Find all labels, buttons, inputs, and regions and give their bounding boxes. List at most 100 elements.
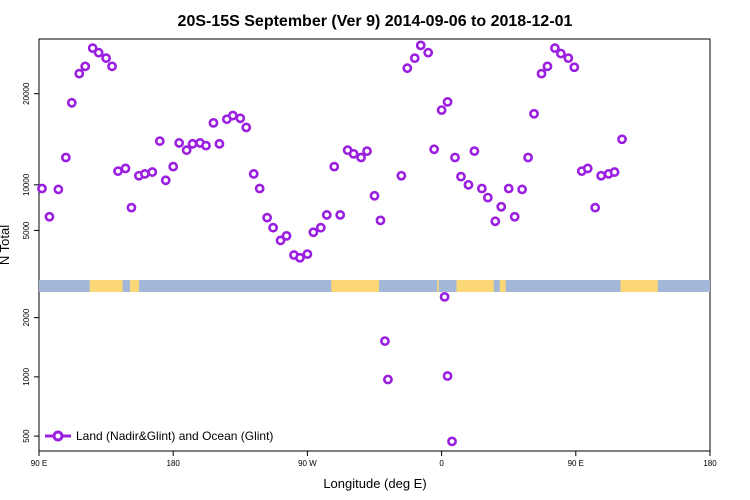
data-point — [596, 170, 607, 181]
data-point — [609, 167, 620, 177]
data-point — [536, 68, 547, 79]
data-point — [396, 170, 407, 181]
data-point — [375, 215, 386, 226]
lower-panel-points — [380, 291, 457, 447]
data-point — [214, 138, 225, 149]
data-point — [275, 235, 286, 246]
data-point — [409, 53, 420, 64]
data-point — [93, 47, 104, 58]
x-tick-label: 90 W — [298, 459, 317, 468]
land-band — [456, 280, 494, 292]
data-point — [126, 202, 137, 213]
data-point — [174, 138, 185, 148]
x-tick-label: 90 E — [31, 459, 47, 468]
x-tick-label: 180 — [703, 459, 717, 468]
data-point — [542, 61, 553, 72]
data-point — [490, 216, 501, 227]
x-axis: 90 E 180 90 W 0 90 E 180 — [31, 451, 717, 468]
land-band — [129, 280, 139, 292]
data-point — [415, 40, 426, 51]
data-point — [308, 227, 319, 238]
land-band — [89, 280, 123, 292]
land-band — [331, 280, 379, 292]
data-point — [113, 166, 123, 177]
data-point — [402, 63, 413, 74]
data-point — [383, 374, 393, 385]
data-point — [315, 222, 326, 233]
land-band — [499, 280, 506, 292]
data-point — [241, 122, 252, 133]
x-axis-label: Longitude (deg E) — [323, 476, 426, 491]
y-tick-label: 5000 — [22, 221, 31, 239]
data-point — [617, 134, 627, 145]
land-band — [437, 280, 439, 292]
data-point — [582, 163, 593, 174]
data-point — [436, 105, 447, 115]
data-point — [201, 140, 211, 151]
data-point — [429, 144, 440, 155]
x-tick-label: 180 — [167, 459, 181, 468]
data-point — [295, 252, 305, 263]
data-point — [369, 190, 380, 201]
data-point — [44, 211, 55, 222]
data-point — [482, 192, 493, 203]
data-point — [227, 110, 238, 121]
x-tick-label: 90 E — [568, 459, 584, 468]
legend-marker — [52, 430, 64, 442]
data-point — [569, 62, 580, 73]
data-point — [523, 152, 533, 163]
upper-y-axis: 5000 10000 20000 — [22, 82, 39, 239]
data-point — [442, 371, 453, 381]
data-point — [281, 230, 292, 241]
data-point — [517, 184, 528, 195]
data-point — [60, 152, 71, 163]
data-point — [509, 211, 520, 222]
data-point — [268, 222, 279, 233]
data-point — [107, 61, 117, 72]
data-point — [147, 167, 158, 177]
legend-label: Land (Nadir&Glint) and Ocean (Glint) — [76, 429, 273, 443]
data-point — [348, 148, 359, 159]
data-point — [335, 210, 346, 220]
data-point — [356, 152, 366, 163]
data-point — [321, 210, 332, 220]
data-point — [442, 96, 453, 107]
data-point — [235, 113, 246, 124]
data-point — [187, 138, 198, 149]
data-point — [423, 47, 434, 58]
data-point — [53, 184, 64, 195]
x-tick-label: 0 — [439, 459, 444, 468]
data-point — [563, 53, 574, 64]
plot-frame — [38, 38, 711, 452]
data-point — [208, 117, 219, 128]
data-point — [168, 161, 179, 172]
data-point — [529, 108, 539, 119]
data-point — [262, 212, 273, 223]
upper-panel-points — [37, 40, 627, 263]
legend: Land (Nadir&Glint) and Ocean (Glint) — [45, 429, 273, 443]
data-point — [74, 68, 85, 79]
y-tick-label: 10000 — [22, 173, 31, 196]
data-point — [160, 175, 171, 186]
data-point — [80, 61, 91, 72]
data-point — [590, 202, 601, 213]
data-point — [555, 48, 566, 59]
data-point — [139, 169, 150, 179]
data-point — [439, 291, 450, 302]
chart-title: 20S-15S September (Ver 9) 2014-09-06 to … — [178, 13, 573, 30]
land-ocean-strip — [39, 280, 710, 292]
data-point — [181, 145, 192, 156]
y-tick-label: 20000 — [22, 82, 31, 105]
data-point — [87, 43, 98, 54]
data-point — [302, 249, 313, 260]
land-band — [620, 280, 658, 292]
data-point — [101, 53, 111, 64]
data-point — [120, 163, 131, 174]
y-tick-label: 2000 — [22, 308, 31, 326]
y-tick-label: 1000 — [22, 367, 31, 385]
data-point — [476, 183, 487, 194]
data-point — [154, 136, 165, 146]
data-point — [463, 179, 474, 190]
data-point — [503, 183, 514, 194]
data-point — [37, 183, 47, 194]
